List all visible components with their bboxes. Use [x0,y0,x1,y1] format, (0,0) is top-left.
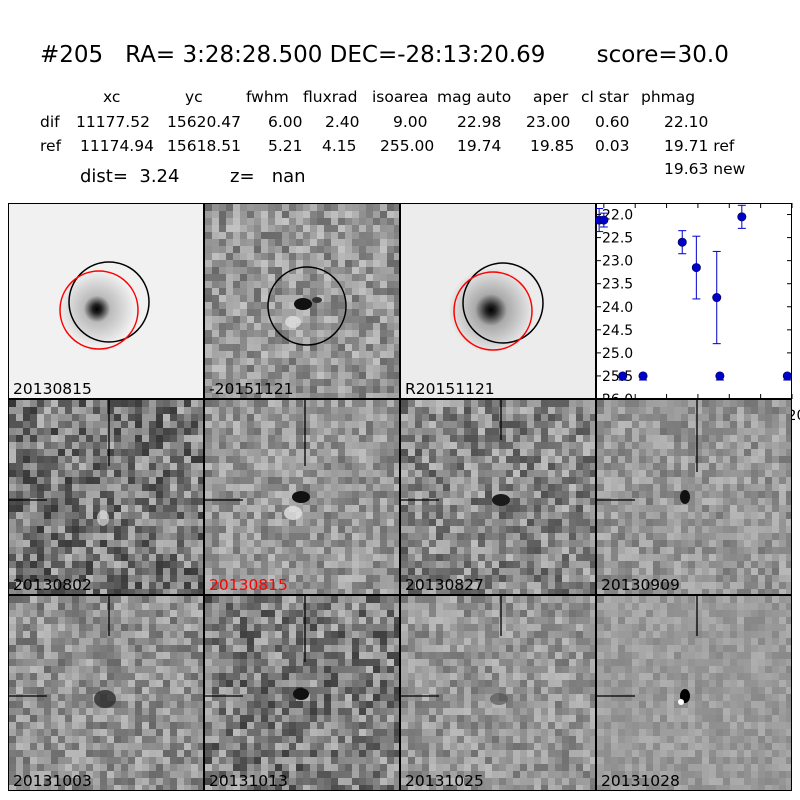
table-cell: 5.21 [268,137,303,155]
stamp-label: -20151121 [209,380,294,398]
col-header: fluxrad [303,88,358,106]
light-curve: 22.022.523.023.524.024.525.025.526.00204… [596,203,800,424]
stamp-top-2: -20151121 [204,203,400,399]
page-title: #205 RA= 3:28:28.500 DEC=-28:13:20.69 sc… [40,42,729,68]
plot-frame [596,203,792,399]
table-cell: 0.60 [595,113,630,131]
stamp-top-1: 20130815 [8,203,204,399]
table-cell: 19.74 [457,137,502,155]
dist-label: dist= 3.24 [80,166,180,187]
table-cell: 4.15 [322,137,357,155]
table-cell: 19.71 ref [664,137,735,155]
stamp-label: 20131003 [13,772,92,790]
stamp-image [597,400,791,594]
col-header: yc [185,88,203,106]
z-label: z= nan [230,166,306,187]
table-cell: 22.10 [664,113,709,131]
table-cell: 15618.51 [167,137,241,155]
y-tick-label: 25.5 [602,369,633,385]
stamp-label: 20130909 [601,576,680,594]
light-curve-svg: 22.022.523.023.524.024.525.025.526.00204… [596,203,800,424]
data-point [715,371,725,381]
col-header: isoarea [372,88,429,106]
red-circle [453,271,533,351]
col-header: xc [103,88,121,106]
black-circle [462,262,544,344]
data-point [712,293,722,303]
y-tick-label: 24.0 [602,300,633,316]
stamp-label: 20131028 [601,772,680,790]
data-point [782,371,792,381]
data-point [638,371,648,381]
y-tick-label: 24.5 [602,323,633,339]
stamp-image [401,204,595,398]
stamp-label: 20130815 [209,576,288,594]
y-tick-label: 22.5 [602,231,633,247]
stamp-r2-3: 20130827 [400,399,596,595]
stamp-top-3: R20151121 [400,203,596,399]
table-cell: 11174.94 [80,137,154,155]
stamp-image [205,204,399,398]
stamp-label: 20131013 [209,772,288,790]
stamp-r2-4: 20130909 [596,399,792,595]
col-header: mag auto [437,88,512,106]
stamp-image [9,204,203,398]
y-tick-label: 25.0 [602,346,633,362]
data-point [737,212,747,222]
col-header: cl star [581,88,629,106]
row-label: ref [40,137,62,155]
row-label: dif [40,113,60,131]
stamp-label: R20151121 [405,380,495,398]
stamp-label: 20130827 [405,576,484,594]
col-header: aper [533,88,569,106]
stamp-r2-1: 20130802 [8,399,204,595]
col-header: fwhm [246,88,289,106]
y-tick-label: 23.0 [602,254,633,270]
stamp-r3-1: 20131003 [8,595,204,791]
data-point [618,371,628,381]
stamp-r3-4: 20131028 [596,595,792,791]
table-cell: 255.00 [380,137,435,155]
stamp-image [205,596,399,790]
table-cell: 11177.52 [76,113,150,131]
stamp-image [9,596,203,790]
black-circle [267,266,347,346]
table-cell: 23.00 [526,113,571,131]
phmag-new: 19.63 new [664,160,746,178]
stamp-label: 20130802 [13,576,92,594]
black-circle [68,261,150,343]
table-cell: 6.00 [268,113,303,131]
table-cell: 22.98 [457,113,502,131]
data-point [599,215,609,225]
stamp-r3-2: 20131013 [204,595,400,791]
stamp-r3-3: 20131025 [400,595,596,791]
table-cell: 0.03 [595,137,630,155]
stamp-r2-2: 20130815 [204,399,400,595]
stamp-image [597,596,791,790]
data-point [677,237,687,247]
y-tick-label: 23.5 [602,277,633,293]
stamp-image [9,400,203,594]
red-circle [59,270,139,350]
table-cell: 19.85 [530,137,575,155]
table-cell: 2.40 [325,113,360,131]
stamp-label: 20131025 [405,772,484,790]
y-tick-label: 22.0 [602,208,633,224]
table-cell: 9.00 [393,113,428,131]
stamp-label: 20130815 [13,380,92,398]
data-point [691,263,701,273]
col-header: phmag [641,88,696,106]
table-cell: 15620.47 [167,113,241,131]
stamp-image [401,596,595,790]
